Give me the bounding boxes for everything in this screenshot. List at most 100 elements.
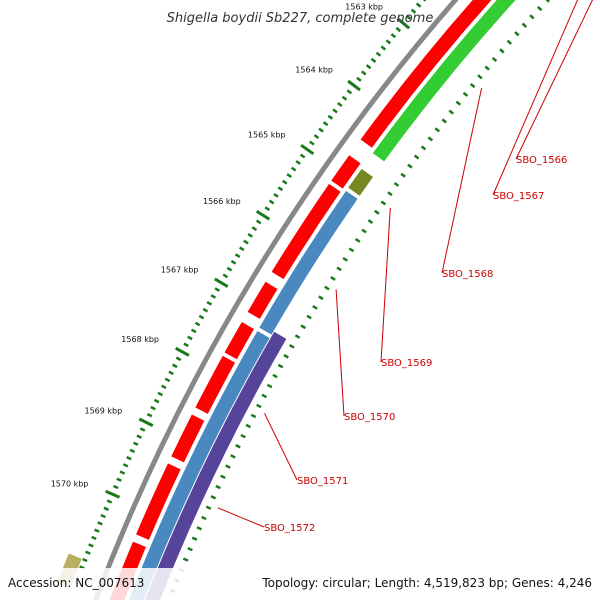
scale-tick [295,160,301,165]
inner-tick [514,31,520,37]
scale-tick [190,328,197,334]
inner-tick [462,91,469,97]
scale-tick [405,14,412,20]
feature-cds [224,321,254,360]
gene-label: SBO_1570 [344,412,395,423]
scale-tick [410,8,417,14]
scale-tick [239,246,245,252]
feature-olive_feature [348,168,373,196]
gene-leader-line [515,0,594,160]
scale-tick-label: 1567 kbp [161,265,199,274]
feature-cds [136,463,181,540]
gene-label: SBO_1569 [381,358,432,369]
scale-tick [251,226,258,232]
inner-tick [441,118,447,124]
scale-tick [175,356,182,362]
accession-text: Accession: NC_007613 [8,576,144,590]
scale-major-tick [214,277,229,288]
scale-tick-label: 1569 kbp [84,407,122,416]
inner-tick [499,48,505,54]
scale-tick [136,434,142,439]
scale-tick [273,192,279,198]
gene-leader-line [217,507,265,528]
inner-tick [448,109,454,115]
gene-label: SBO_1566 [516,155,567,166]
inner-tick [434,127,440,133]
scale-tick [172,363,178,369]
scale-tick [341,95,348,101]
inner-tick [427,136,434,142]
inner-tick [261,393,267,399]
scale-tick [153,398,160,404]
scale-major-tick [396,17,411,30]
scale-tick [214,287,221,292]
scale-tick [126,455,132,461]
scale-tick [286,173,292,179]
scale-tick [161,384,167,390]
inner-tick [521,22,528,28]
scale-tick [230,259,237,265]
scale-major-tick [105,489,121,499]
inner-tick [300,324,307,330]
inner-tick [215,484,221,490]
gene-leader-line [264,413,298,481]
scale-tick [103,506,109,511]
scale-tick [309,140,315,146]
scale-tick [164,377,171,383]
scale-tick [139,427,146,432]
scale-major-tick [255,209,271,221]
scale-tick [277,186,284,192]
scale-tick [422,0,427,2]
scale-tick [346,89,353,95]
scale-tick [337,102,343,107]
gene-leader-line [335,289,345,417]
scale-tick [100,513,106,519]
scale-major-tick [138,417,154,427]
inner-tick [545,0,551,3]
inner-tick [283,353,289,359]
scale-tick [255,219,262,225]
inner-tick [230,454,236,459]
scale-tick [129,448,136,454]
inner-tick [536,5,543,12]
scale-tick [222,273,229,279]
inner-tick [225,464,231,469]
inner-tick [413,154,420,160]
feature-cds [360,0,492,148]
scale-tick [243,239,249,245]
scale-tick [361,70,367,76]
scale-tick-label: 1564 kbp [295,65,333,74]
scale-major-tick [174,346,190,357]
scale-tick [318,127,324,133]
scale-tick [365,64,372,70]
scale-tick [268,199,275,205]
scale-tick [395,26,402,33]
scale-tick [194,321,201,327]
scale-major-tick [300,143,315,156]
scale-major-tick [347,79,361,92]
scale-tick [97,521,103,526]
gene-leader-line [441,87,483,274]
inner-tick [196,526,203,531]
inner-tick [455,100,462,106]
inner-tick [469,83,476,89]
inner-tick [330,276,336,281]
scale-tick [206,301,213,306]
feature-green_feature [372,0,516,162]
scale-tick-label: 1565 kbp [248,130,286,139]
scale-tick-label: 1570 kbp [51,480,89,489]
inner-tick [348,247,355,253]
scale-tick [202,307,209,313]
inner-tick [220,474,226,480]
scale-tick [122,463,129,468]
inner-tick [529,14,535,20]
inner-tick [272,373,278,379]
scale-tick-label: 1568 kbp [121,335,159,344]
inner-tick [342,256,348,262]
scale-tick [210,294,217,299]
scale-tick [187,335,193,341]
gene-label: SBO_1572 [264,523,315,534]
scale-tick [247,232,253,238]
inner-tick [187,547,193,552]
inner-tick [266,383,273,389]
